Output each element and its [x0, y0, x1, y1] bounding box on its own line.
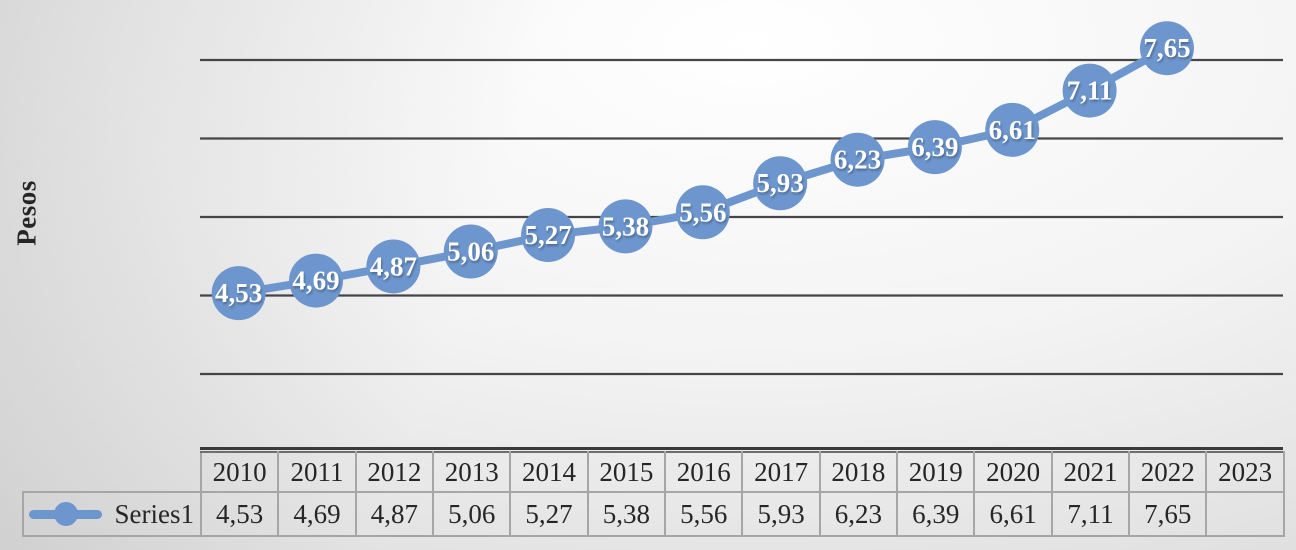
data-point-label: 7,11	[1067, 76, 1113, 106]
series-value-cell: 7,65	[1128, 491, 1208, 537]
data-point-label: 7,65	[1143, 33, 1190, 63]
data-point-marker	[985, 102, 1040, 157]
chart-data-table: 2010 2011 2012 2013 2014 2015 2016 2017 2018 2019…	[22, 451, 1285, 537]
year-header-cell: 2012	[354, 451, 435, 493]
data-point-label: 4,69	[292, 266, 339, 296]
series-name-label: Series1	[114, 498, 194, 529]
data-point-label: 6,39	[911, 132, 958, 162]
data-point-marker	[366, 239, 421, 294]
year-header-cell: 2021	[1050, 451, 1131, 493]
series-legend-key-icon	[29, 501, 102, 527]
year-header-cell: 2019	[896, 451, 976, 493]
data-point-label: 4,87	[370, 251, 417, 281]
data-point-label: 6,23	[834, 145, 881, 175]
data-point-marker	[675, 185, 730, 240]
series-value-cell: 4,69	[277, 491, 357, 537]
data-point-marker	[1062, 63, 1117, 118]
legend-cell: Series1	[22, 491, 202, 537]
series-value-cell: 7,11	[1050, 491, 1131, 537]
data-point-label: 6,61	[989, 115, 1036, 145]
data-point-label: 4,53	[215, 278, 262, 308]
year-header-cell: 2023	[1205, 451, 1285, 493]
series-value-cell: 5,06	[432, 491, 512, 537]
year-header-cell: 2016	[664, 451, 744, 493]
year-header-row: 2010 2011 2012 2013 2014 2015 2016 2017 2018 2019…	[23, 451, 1285, 493]
year-header-cell: 2013	[432, 451, 512, 493]
series-value-cell: 6,61	[973, 491, 1053, 537]
year-header-cell: 2020	[973, 451, 1053, 493]
category-axis-line	[200, 447, 1283, 450]
series-value-cell: 5,56	[664, 491, 744, 537]
data-point-label: 5,93	[757, 168, 804, 198]
data-point-marker	[830, 132, 885, 187]
data-point-marker	[289, 253, 344, 308]
series-value-cell: 5,93	[741, 491, 821, 537]
data-point-marker	[907, 120, 962, 175]
data-point-label: 5,06	[447, 237, 494, 267]
data-point-label: 5,38	[602, 211, 649, 241]
series-value-cell	[1205, 491, 1285, 537]
year-header-cell: 2018	[818, 451, 899, 493]
series-value-cell: 5,38	[586, 491, 667, 537]
series-value-cell: 6,23	[818, 491, 899, 537]
data-point-marker	[1139, 21, 1194, 76]
series-value-cell: 4,87	[354, 491, 435, 537]
series-data-row: Series1 4,53 4,69 4,87 5,06 5,27 5,38 5,56 5,93…	[22, 491, 1285, 537]
series-value-cell: 5,27	[509, 491, 589, 537]
year-header-cell: 2010	[199, 451, 280, 493]
year-header-cell: 2014	[509, 451, 589, 493]
series-value-cell: 4,53	[199, 491, 280, 537]
data-point-marker	[443, 224, 498, 279]
data-point-label: 5,56	[679, 197, 726, 227]
data-point-marker	[211, 266, 266, 321]
data-point-label: 5,27	[524, 220, 571, 250]
data-point-marker	[521, 208, 576, 263]
year-header-cell: 2015	[586, 451, 667, 493]
data-point-marker	[598, 199, 653, 254]
data-point-marker	[753, 156, 808, 211]
year-header-cell: 2022	[1128, 451, 1208, 493]
series-value-cell: 6,39	[896, 491, 976, 537]
year-header-cell: 2017	[741, 451, 821, 493]
table-corner-cell	[23, 452, 201, 492]
year-header-cell: 2011	[277, 451, 357, 493]
